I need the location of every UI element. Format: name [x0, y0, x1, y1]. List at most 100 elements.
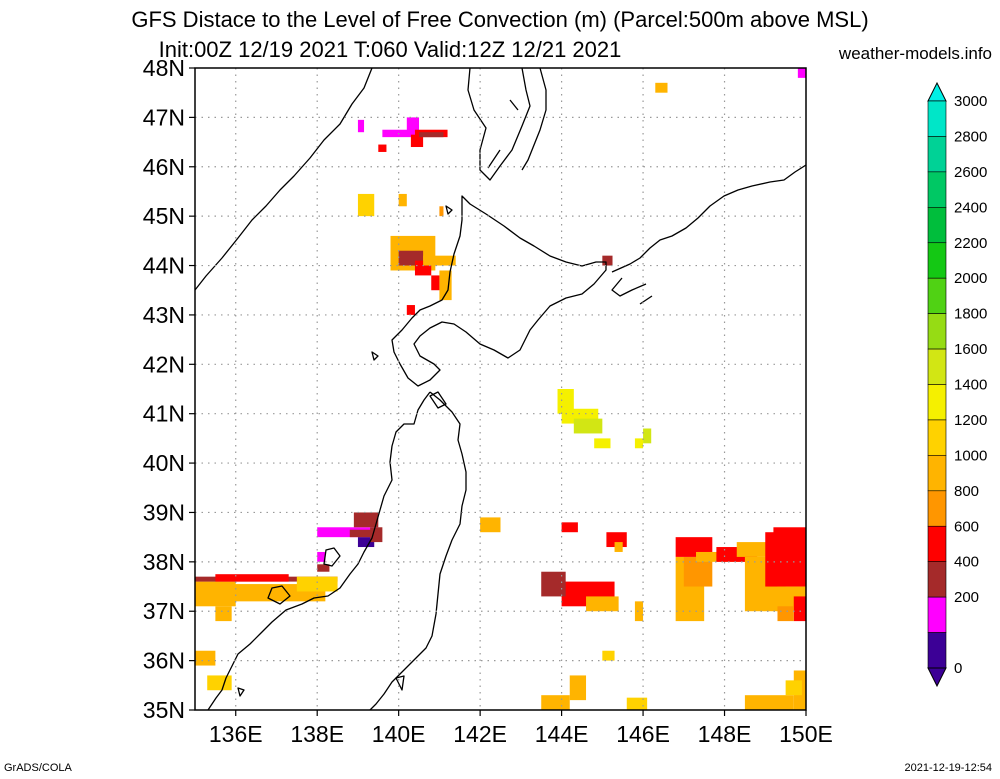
colorbar-label: 3000	[954, 93, 987, 110]
coastline-layer	[195, 68, 806, 710]
field-cell	[406, 117, 420, 133]
field-cell	[357, 119, 365, 133]
coastline-islands	[237, 205, 453, 697]
field-cell	[569, 675, 587, 701]
colorbar-label: 2200	[954, 235, 987, 252]
grid-layer	[195, 68, 806, 710]
field-cell	[626, 697, 648, 710]
field-cell	[439, 206, 444, 217]
colorbar-label: 2000	[954, 270, 987, 287]
colorbar-label: 1800	[954, 306, 987, 323]
field-cell	[744, 695, 794, 710]
field-cell	[296, 576, 338, 592]
field-cell	[736, 542, 774, 557]
colorbar-segment	[927, 171, 947, 208]
colorbar-segment	[927, 596, 947, 633]
coastline-hokkaido	[391, 195, 607, 387]
lat-label: 36N	[143, 648, 185, 674]
lat-label: 41N	[143, 401, 185, 427]
colorbar-label: 2800	[954, 128, 987, 145]
field-cell	[602, 650, 615, 661]
colorbar-segment	[927, 313, 947, 350]
coastline-kurils	[611, 164, 806, 305]
lat-label: 44N	[143, 253, 185, 279]
field-cell	[370, 527, 383, 543]
coastline-noto	[267, 585, 291, 605]
field-cell	[215, 606, 232, 622]
colorbar-segment	[927, 242, 947, 279]
plot-frame	[194, 67, 807, 711]
field-cell	[643, 428, 652, 444]
colorbar-label: 1000	[954, 447, 987, 464]
lat-label: 37N	[143, 598, 185, 624]
field-cell	[602, 255, 613, 266]
colorbar-segment	[927, 277, 947, 314]
field-cell	[773, 527, 806, 552]
field-layer	[195, 68, 806, 710]
field-cell	[410, 134, 424, 148]
colorbar-label: 600	[954, 518, 979, 535]
field-cell	[423, 255, 456, 266]
footer-timestamp: 2021-12-19-12:54	[904, 762, 992, 774]
colorbar-segment	[927, 455, 947, 492]
lat-label: 46N	[143, 154, 185, 180]
lat-label: 39N	[143, 499, 185, 525]
lat-label: 35N	[143, 697, 185, 723]
colorbar-segment	[927, 207, 947, 244]
field-cell	[594, 438, 611, 449]
field-cell	[317, 551, 326, 562]
colorbar-segment	[927, 419, 947, 456]
lat-label: 48N	[143, 55, 185, 81]
field-cell	[378, 144, 387, 152]
colorbar-bottom-arrow	[927, 667, 947, 688]
colorbar-segment	[927, 100, 947, 137]
field-cell	[586, 596, 619, 612]
colorbar-label: 1400	[954, 377, 987, 394]
field-cell	[419, 132, 444, 138]
lat-label: 47N	[143, 104, 185, 130]
field-cell	[541, 695, 570, 710]
field-cell	[480, 517, 501, 533]
website-label: weather-models.info	[838, 44, 992, 63]
field-cell	[431, 275, 440, 291]
coastline-russia	[195, 68, 373, 291]
coastline-sakhalin	[467, 68, 547, 181]
field-cell	[357, 193, 375, 217]
field-cell	[557, 389, 574, 414]
field-cell	[655, 82, 668, 93]
field-cell	[349, 529, 375, 538]
field-cell	[353, 512, 379, 528]
lat-label: 40N	[143, 450, 185, 476]
colorbar-segment	[927, 525, 947, 562]
colorbar-segment	[927, 561, 947, 598]
field-cell	[777, 606, 794, 622]
lon-label: 142E	[453, 721, 507, 747]
coastline-sado	[323, 547, 341, 567]
lon-label: 144E	[535, 721, 589, 747]
field-cell	[439, 270, 452, 301]
field-cell	[195, 650, 216, 666]
chart-title: GFS Distace to the Level of Free Convect…	[131, 7, 869, 32]
lon-label: 148E	[698, 721, 752, 747]
lon-label: 136E	[209, 721, 263, 747]
field-cell	[785, 680, 802, 696]
field-cell	[207, 675, 232, 691]
field-cell	[215, 574, 289, 582]
field-cell	[317, 564, 330, 572]
colorbar-segment	[927, 632, 947, 669]
colorbar-label: 200	[954, 589, 979, 606]
colorbar: 3000280026002400220020001800160014001200…	[927, 81, 987, 688]
chart-subtitle: Init:00Z 12/19 2021 T:060 Valid:12Z 12/2…	[158, 37, 622, 62]
lat-label: 45N	[143, 203, 185, 229]
colorbar-segment	[927, 384, 947, 421]
field-cell	[317, 527, 379, 538]
colorbar-label: 0	[954, 660, 962, 677]
colorbar-label: 2400	[954, 199, 987, 216]
field-cell	[634, 601, 644, 622]
colorbar-label: 800	[954, 483, 979, 500]
field-cell	[398, 193, 407, 207]
colorbar-label: 1200	[954, 412, 987, 429]
colorbar-segment	[927, 136, 947, 173]
lat-label: 43N	[143, 302, 185, 328]
